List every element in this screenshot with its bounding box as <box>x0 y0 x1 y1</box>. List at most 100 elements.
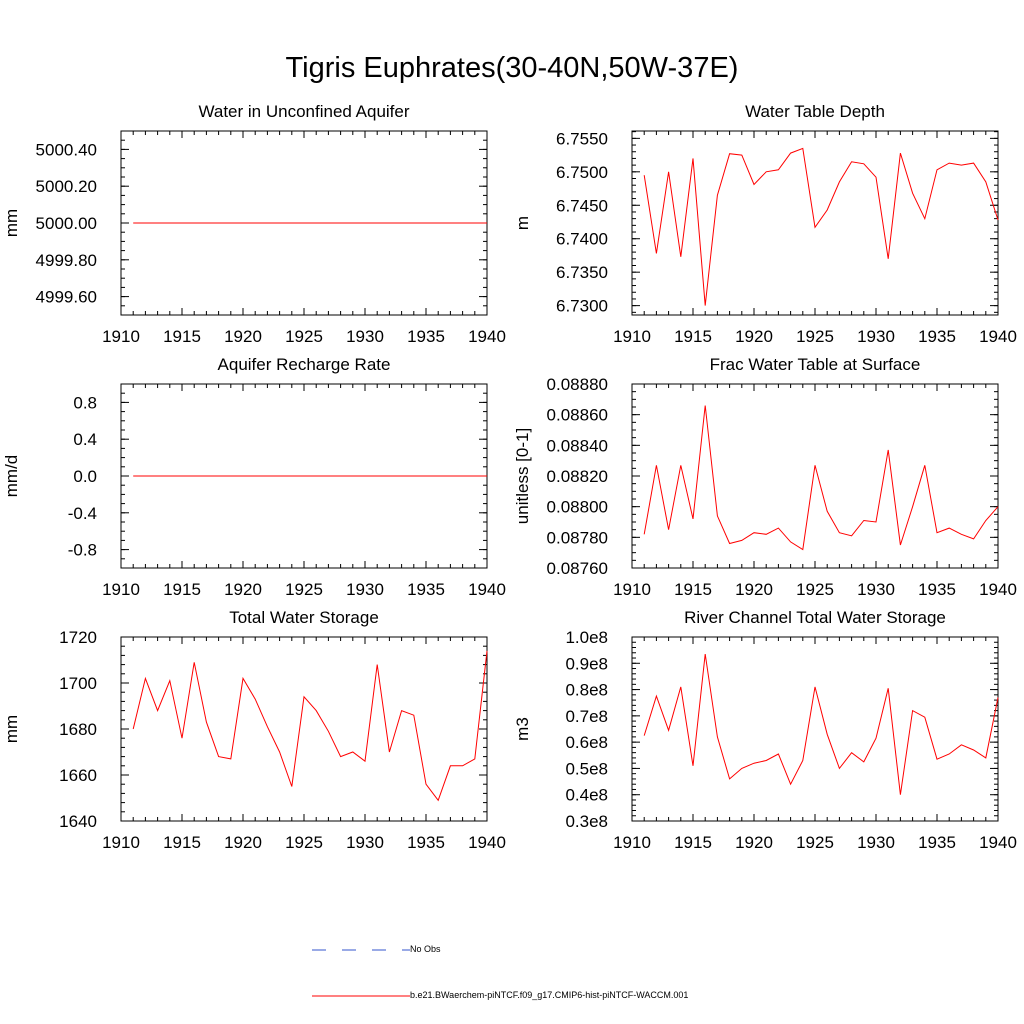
panel-title: Total Water Storage <box>229 608 379 627</box>
x-tick-label: 1925 <box>285 833 323 852</box>
x-tick-label: 1920 <box>224 833 262 852</box>
x-tick-label: 1920 <box>735 833 773 852</box>
y-tick-label: 0.08760 <box>547 559 608 578</box>
y-tick-label: 0.3e8 <box>565 812 608 831</box>
x-tick-label: 1935 <box>407 833 445 852</box>
x-tick-label: 1910 <box>613 833 651 852</box>
y-tick-label: 1700 <box>59 674 97 693</box>
legend-item-no-obs: No Obs <box>312 944 441 955</box>
panel-6: River Channel Total Water Storage m3 1910 1… <box>513 608 1017 852</box>
y-axis-label: mm <box>2 209 21 237</box>
x-tick-label: 1940 <box>468 327 506 346</box>
x-tick-label: 1915 <box>674 833 712 852</box>
x-tick-label: 1920 <box>735 580 773 599</box>
y-tick-label: 0.08800 <box>547 498 608 517</box>
y-tick-label: 0.7e8 <box>565 707 608 726</box>
y-tick-label: 4999.80 <box>36 251 97 270</box>
y-tick-label: 0.08820 <box>547 467 608 486</box>
panel-5: Total Water Storage mm 1910 1915 1920 1925 193… <box>2 608 506 852</box>
x-tick-label: 1930 <box>346 833 384 852</box>
y-tick-label: 1660 <box>59 766 97 785</box>
panel-4: Frac Water Table at Surface unitless [0-1… <box>513 355 1017 599</box>
x-tick-label: 1935 <box>918 327 956 346</box>
x-tick-label: 1920 <box>735 327 773 346</box>
x-tick-label: 1940 <box>979 580 1017 599</box>
x-tick-label: 1930 <box>346 580 384 599</box>
y-tick-label: 1720 <box>59 628 97 647</box>
x-tick-label: 1920 <box>224 580 262 599</box>
y-tick-label: 1640 <box>59 812 97 831</box>
x-tick-label: 1915 <box>163 327 201 346</box>
panel-title: Water Table Depth <box>745 102 885 121</box>
y-tick-label: 0.6e8 <box>565 733 608 752</box>
y-tick-label: 4999.60 <box>36 288 97 307</box>
y-tick-label: 0.0 <box>73 467 97 486</box>
y-tick-label: 1.0e8 <box>565 628 608 647</box>
y-tick-label: 6.7450 <box>556 196 608 215</box>
panel-title: Water in Unconfined Aquifer <box>198 102 409 121</box>
x-tick-label: 1910 <box>613 327 651 346</box>
y-tick-label: -0.4 <box>68 504 97 523</box>
y-axis-label: mm/d <box>2 455 21 498</box>
plot-frame <box>631 383 999 569</box>
x-tick-label: 1930 <box>857 327 895 346</box>
series-line <box>643 147 999 306</box>
y-tick-label: 6.7350 <box>556 263 608 282</box>
panel-title: Aquifer Recharge Rate <box>218 355 391 374</box>
panel-title: Frac Water Table at Surface <box>710 355 921 374</box>
x-tick-label: 1915 <box>163 833 201 852</box>
x-tick-label: 1935 <box>407 327 445 346</box>
y-tick-label: 0.9e8 <box>565 654 608 673</box>
x-tick-label: 1915 <box>163 580 201 599</box>
y-tick-label: 6.7500 <box>556 163 608 182</box>
x-tick-label: 1940 <box>468 833 506 852</box>
legend-dashed-swatch <box>312 949 410 951</box>
y-tick-label: 0.8e8 <box>565 681 608 700</box>
plot-frame <box>631 130 999 316</box>
panel-1: Water in Unconfined Aquifer mm 1910 1915 192… <box>2 102 506 346</box>
y-tick-label: 5000.00 <box>36 214 97 233</box>
y-tick-label: 0.4 <box>73 430 97 449</box>
series-line <box>643 654 999 795</box>
y-tick-label: 0.4e8 <box>565 786 608 805</box>
panel-3: Aquifer Recharge Rate mm/d 1910 1915 1920 192… <box>2 355 506 599</box>
x-tick-label: 1910 <box>613 580 651 599</box>
y-tick-label: 0.5e8 <box>565 759 608 778</box>
series-line <box>643 405 999 551</box>
x-tick-label: 1910 <box>102 327 140 346</box>
y-axis-label: m3 <box>513 717 532 741</box>
panel-title: River Channel Total Water Storage <box>684 608 946 627</box>
x-tick-label: 1915 <box>674 580 712 599</box>
x-tick-label: 1930 <box>346 327 384 346</box>
x-tick-label: 1915 <box>674 327 712 346</box>
x-tick-label: 1940 <box>468 580 506 599</box>
y-tick-label: 5000.40 <box>36 140 97 159</box>
y-tick-label: 6.7550 <box>556 129 608 148</box>
y-tick-label: 5000.20 <box>36 177 97 196</box>
x-tick-label: 1925 <box>796 327 834 346</box>
series-line <box>132 650 488 802</box>
x-tick-label: 1925 <box>285 580 323 599</box>
x-tick-label: 1910 <box>102 833 140 852</box>
legend-label-no-obs: No Obs <box>410 944 441 954</box>
figure-title: Tigris Euphrates(30-40N,50W-37E) <box>285 52 739 84</box>
y-tick-label: 6.7300 <box>556 297 608 316</box>
y-tick-label: 0.08840 <box>547 436 608 455</box>
x-tick-label: 1925 <box>796 833 834 852</box>
x-tick-label: 1920 <box>224 327 262 346</box>
y-tick-label: 0.08880 <box>547 375 608 394</box>
y-tick-label: 0.08780 <box>547 528 608 547</box>
x-tick-label: 1925 <box>796 580 834 599</box>
y-axis-label: mm <box>2 715 21 743</box>
legend-item-model: b.e21.BWaerchem-piNTCF.f09_g17.CMIP6-his… <box>312 990 688 1001</box>
y-axis-label: unitless [0-1] <box>513 428 532 524</box>
x-tick-label: 1910 <box>102 580 140 599</box>
x-tick-label: 1925 <box>285 327 323 346</box>
legend-label-model: b.e21.BWaerchem-piNTCF.f09_g17.CMIP6-his… <box>410 990 689 1000</box>
x-tick-label: 1935 <box>407 580 445 599</box>
x-tick-label: 1935 <box>918 833 956 852</box>
x-tick-label: 1940 <box>979 833 1017 852</box>
panel-2: Water Table Depth m 1910 1915 1920 1925 1930 19… <box>513 102 1017 346</box>
x-tick-label: 1930 <box>857 580 895 599</box>
